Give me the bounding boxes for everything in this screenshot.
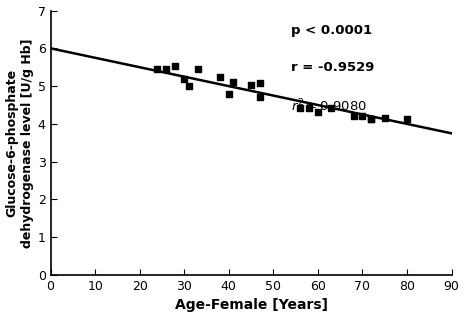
- Point: [368, 117, 375, 122]
- Y-axis label: Glucose-6-phosphate
dehydrogenase level [U/g Hb]: Glucose-6-phosphate dehydrogenase level …: [6, 38, 33, 247]
- Point: [194, 66, 201, 72]
- Point: [180, 76, 188, 81]
- Point: [216, 74, 224, 79]
- Point: [172, 64, 179, 69]
- Point: [359, 113, 366, 118]
- Point: [296, 106, 304, 111]
- Point: [256, 95, 264, 100]
- Point: [368, 117, 375, 122]
- Text: p < 0.0001: p < 0.0001: [291, 24, 372, 37]
- Point: [403, 117, 411, 122]
- Point: [350, 113, 357, 118]
- X-axis label: Age-Female [Years]: Age-Female [Years]: [174, 299, 327, 313]
- Point: [314, 109, 322, 114]
- Point: [247, 83, 255, 88]
- Point: [230, 80, 237, 85]
- Point: [154, 66, 161, 72]
- Text: $r^2 = 0.9080$: $r^2 = 0.9080$: [291, 98, 367, 114]
- Point: [327, 106, 335, 111]
- Text: r = -0.9529: r = -0.9529: [291, 61, 374, 74]
- Point: [256, 80, 264, 86]
- Point: [163, 66, 170, 72]
- Point: [225, 92, 232, 97]
- Point: [381, 116, 388, 121]
- Point: [305, 106, 312, 111]
- Point: [185, 84, 193, 89]
